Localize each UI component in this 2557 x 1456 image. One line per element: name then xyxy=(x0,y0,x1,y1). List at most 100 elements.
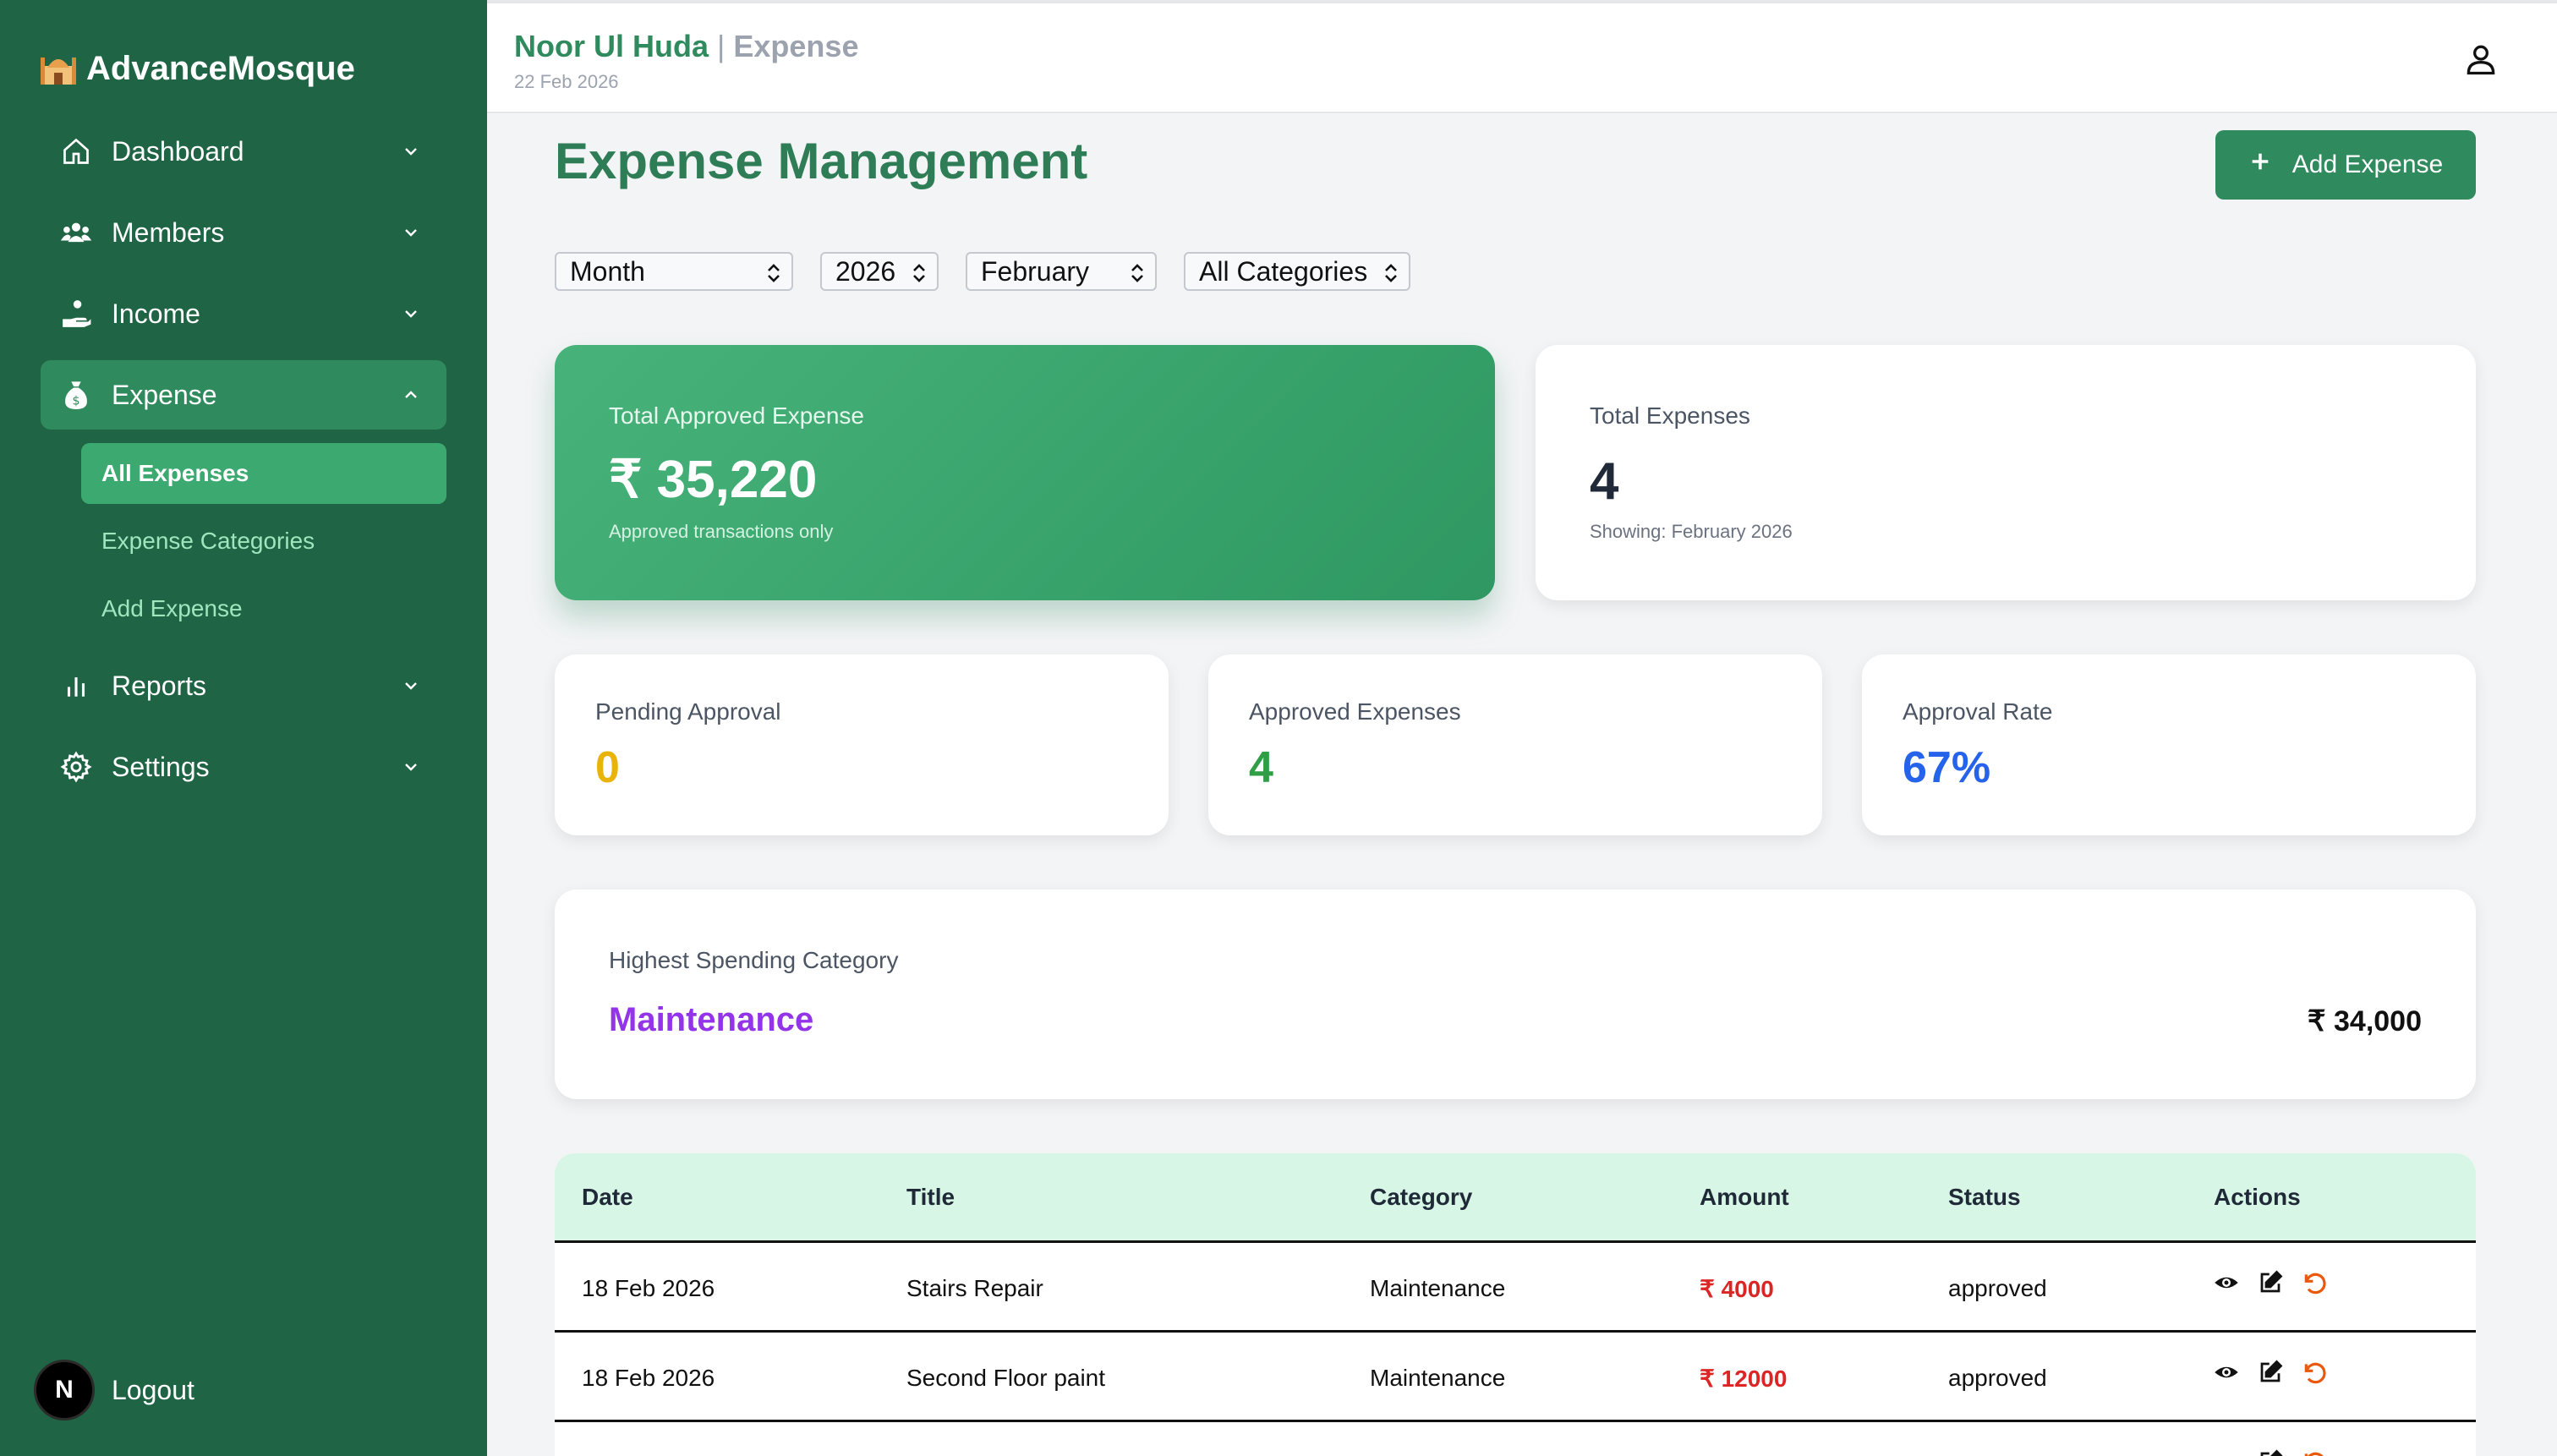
expenses-table: Date Title Category Amount Status Action… xyxy=(555,1153,2476,1456)
select-arrows-icon xyxy=(764,260,783,284)
sidebar-item-dashboard[interactable]: Dashboard xyxy=(41,117,446,186)
mosque-icon xyxy=(39,49,78,88)
gear-icon xyxy=(59,750,93,784)
org-name: Noor Ul Huda xyxy=(514,29,709,63)
brand-name: AdvanceMosque xyxy=(86,49,355,87)
cell-title: Stairs Repair xyxy=(906,1275,1043,1301)
column-header-title[interactable]: Title xyxy=(906,1184,955,1210)
period-select[interactable]: Month xyxy=(555,252,793,291)
table-row: 18 Feb 2026 Second Floor paint Maintenan… xyxy=(555,1333,2476,1422)
column-header-category[interactable]: Category xyxy=(1370,1184,1473,1210)
svg-text:$: $ xyxy=(72,394,79,408)
undo-icon[interactable] xyxy=(2302,1270,2330,1299)
logout-label: Logout xyxy=(112,1374,194,1405)
sidebar: AdvanceMosque Dashboard Members Income $ xyxy=(0,0,487,1456)
table-header: Date Title Category Amount Status Action… xyxy=(555,1153,2476,1243)
edit-icon[interactable] xyxy=(2258,1270,2286,1299)
sidebar-subitem-all-expenses[interactable]: All Expenses xyxy=(81,443,446,504)
home-icon xyxy=(59,134,93,168)
cell-status: approved xyxy=(1948,1275,2047,1301)
sidebar-item-label: Reports xyxy=(112,670,207,701)
year-select[interactable]: 2026 xyxy=(820,252,939,291)
column-header-actions: Actions xyxy=(2214,1184,2301,1210)
eye-icon[interactable] xyxy=(2214,1360,2242,1388)
add-expense-label: Add Expense xyxy=(2291,151,2444,178)
cell-date: 18 Feb 2026 xyxy=(582,1365,715,1391)
table-row: 18 Feb 2026 Stairs Repair Maintenance ₹ … xyxy=(555,1243,2476,1333)
cell-status: approved xyxy=(1948,1365,2047,1391)
pending-approval-label: Pending Approval xyxy=(595,698,781,725)
chevron-down-icon xyxy=(396,298,426,329)
sidebar-item-label: Expense xyxy=(112,379,217,410)
bar-chart-icon xyxy=(59,669,93,703)
sidebar-item-members[interactable]: Members xyxy=(41,198,446,267)
pending-approval-value: 0 xyxy=(595,743,620,792)
period-select-value: Month xyxy=(570,255,645,287)
select-arrows-icon xyxy=(1382,260,1400,284)
undo-icon[interactable] xyxy=(2302,1449,2330,1456)
top-header: Noor Ul Huda | Expense 22 Feb 2026 xyxy=(487,0,2557,113)
chevron-down-icon xyxy=(396,671,426,701)
chevron-down-icon xyxy=(396,217,426,248)
sidebar-subitem-expense-categories[interactable]: Expense Categories xyxy=(101,528,315,554)
table-row xyxy=(555,1422,2476,1456)
title-separator: | xyxy=(717,29,725,63)
total-approved-label: Total Approved Expense xyxy=(609,402,864,429)
total-approved-note: Approved transactions only xyxy=(609,521,834,542)
sidebar-item-reports[interactable]: Reports xyxy=(41,651,446,720)
category-select-value: All Categories xyxy=(1199,255,1368,287)
category-select[interactable]: All Categories xyxy=(1184,252,1410,291)
page-title: Expense Management xyxy=(555,133,1088,189)
add-expense-button[interactable]: Add Expense xyxy=(2215,130,2476,200)
select-arrows-icon xyxy=(910,260,928,284)
user-icon[interactable] xyxy=(2462,41,2500,78)
section-name: Expense xyxy=(733,29,859,63)
approval-rate-card: Approval Rate 67% xyxy=(1862,654,2476,835)
cell-amount: ₹ 12000 xyxy=(1700,1366,1788,1392)
highest-spending-category: Maintenance xyxy=(609,1001,814,1038)
pending-approval-card: Pending Approval 0 xyxy=(555,654,1169,835)
highest-spending-card: Highest Spending Category Maintenance ₹ … xyxy=(555,889,2476,1099)
highest-spending-label: Highest Spending Category xyxy=(609,947,899,973)
year-select-value: 2026 xyxy=(835,255,896,287)
page-header-title: Noor Ul Huda | Expense xyxy=(514,29,858,64)
month-select[interactable]: February xyxy=(966,252,1157,291)
total-expenses-label: Total Expenses xyxy=(1590,402,1750,429)
approved-expenses-value: 4 xyxy=(1249,743,1273,792)
eye-icon[interactable] xyxy=(2214,1270,2242,1299)
cell-date: 18 Feb 2026 xyxy=(582,1275,715,1301)
approved-expenses-card: Approved Expenses 4 xyxy=(1208,654,1822,835)
header-date: 22 Feb 2026 xyxy=(514,71,619,92)
column-header-status[interactable]: Status xyxy=(1948,1184,2021,1210)
undo-icon[interactable] xyxy=(2302,1360,2330,1388)
total-approved-value: ₹ 35,220 xyxy=(609,451,818,509)
edit-icon[interactable] xyxy=(2258,1360,2286,1388)
highest-spending-amount: ₹ 34,000 xyxy=(2307,1005,2422,1037)
column-header-amount[interactable]: Amount xyxy=(1700,1184,1789,1210)
edit-icon[interactable] xyxy=(2258,1449,2286,1456)
cell-category: Maintenance xyxy=(1370,1275,1506,1301)
approval-rate-label: Approval Rate xyxy=(1903,698,2053,725)
logout-button[interactable]: N Logout xyxy=(34,1360,446,1420)
select-arrows-icon xyxy=(1128,260,1147,284)
money-bag-icon: $ xyxy=(59,378,93,412)
month-select-value: February xyxy=(981,255,1090,287)
eye-icon[interactable] xyxy=(2214,1449,2242,1456)
chevron-up-icon xyxy=(396,380,426,410)
sidebar-item-income[interactable]: Income xyxy=(41,279,446,348)
approved-expenses-label: Approved Expenses xyxy=(1249,698,1461,725)
chevron-down-icon xyxy=(396,136,426,167)
cell-title: Second Floor paint xyxy=(906,1365,1106,1391)
sidebar-item-settings[interactable]: Settings xyxy=(41,732,446,802)
avatar: N xyxy=(34,1360,95,1420)
sidebar-item-expense[interactable]: $ Expense xyxy=(41,360,446,430)
approval-rate-value: 67% xyxy=(1903,743,1991,792)
total-expenses-value: 4 xyxy=(1590,452,1619,511)
sidebar-subitem-add-expense[interactable]: Add Expense xyxy=(101,595,243,621)
brand[interactable]: AdvanceMosque xyxy=(39,46,355,91)
chevron-down-icon xyxy=(396,752,426,782)
column-header-date[interactable]: Date xyxy=(582,1184,633,1210)
sidebar-item-label: Members xyxy=(112,216,225,248)
plus-icon xyxy=(2248,150,2272,180)
sidebar-item-label: Income xyxy=(112,298,200,329)
